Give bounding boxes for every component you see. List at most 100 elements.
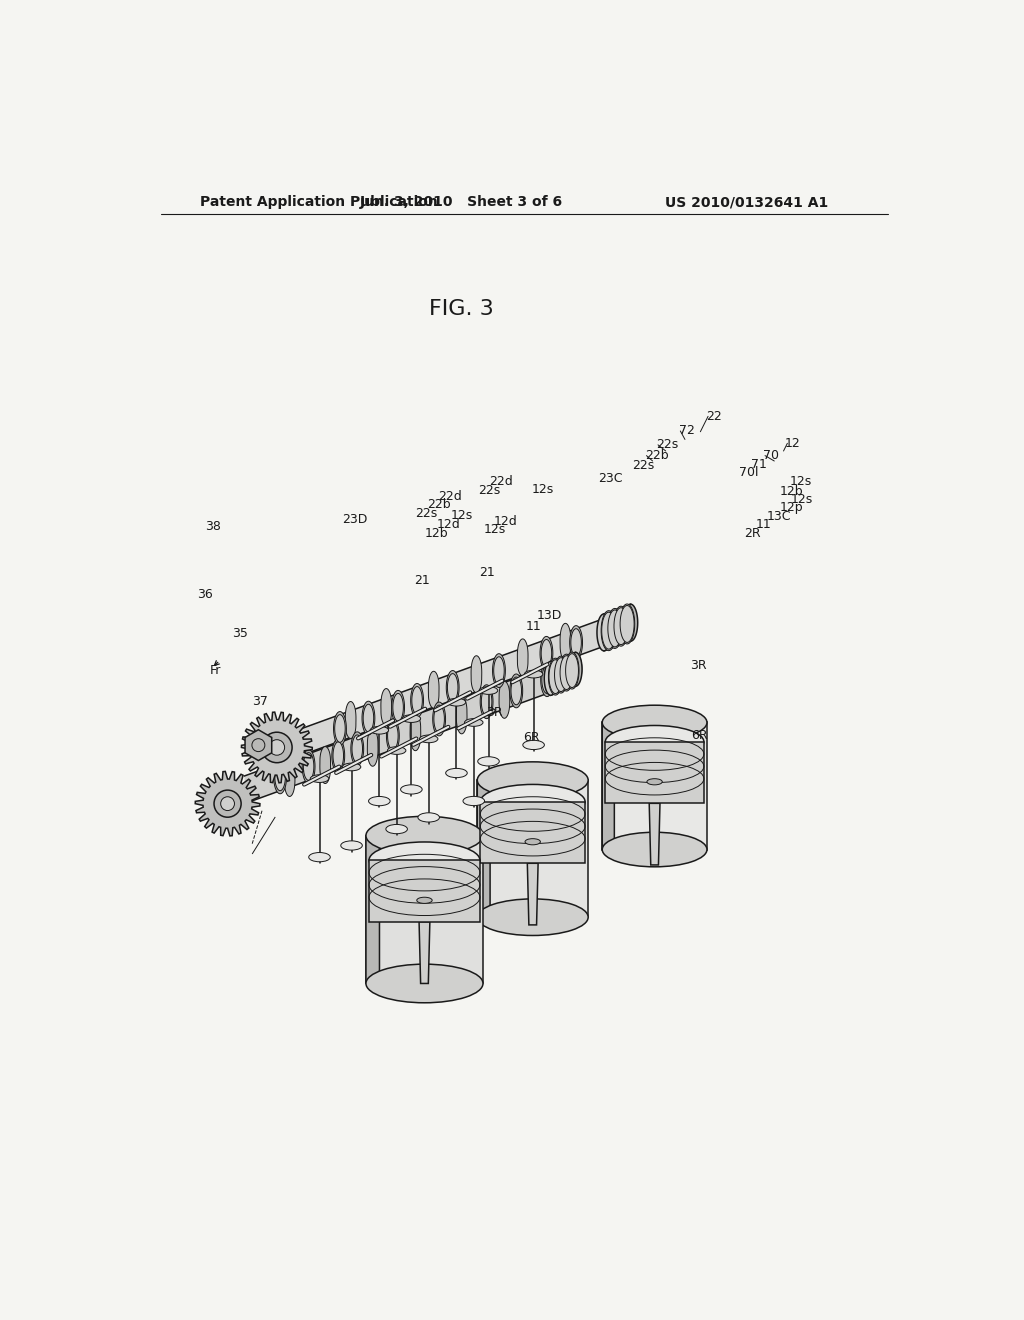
Polygon shape xyxy=(569,626,583,660)
Text: 72: 72 xyxy=(679,425,694,437)
Polygon shape xyxy=(433,702,445,735)
Polygon shape xyxy=(386,719,399,752)
Ellipse shape xyxy=(342,763,360,771)
Polygon shape xyxy=(554,656,568,693)
Polygon shape xyxy=(499,681,510,718)
Text: 13D: 13D xyxy=(538,610,562,622)
Ellipse shape xyxy=(525,838,541,845)
Polygon shape xyxy=(369,861,480,921)
Polygon shape xyxy=(352,735,362,763)
Polygon shape xyxy=(608,610,622,647)
Polygon shape xyxy=(364,705,374,733)
Ellipse shape xyxy=(418,813,439,822)
Text: 2R: 2R xyxy=(744,527,761,540)
Ellipse shape xyxy=(523,741,545,750)
Text: 22d: 22d xyxy=(489,475,513,488)
Ellipse shape xyxy=(370,726,388,734)
Text: 12d: 12d xyxy=(495,515,518,528)
Ellipse shape xyxy=(477,762,588,799)
Text: 12s: 12s xyxy=(483,523,506,536)
Polygon shape xyxy=(604,605,631,651)
Text: 37: 37 xyxy=(252,694,267,708)
Polygon shape xyxy=(542,665,552,693)
Ellipse shape xyxy=(221,797,234,810)
Polygon shape xyxy=(527,863,538,925)
Ellipse shape xyxy=(465,718,483,726)
Polygon shape xyxy=(366,830,380,983)
Text: Fr: Fr xyxy=(210,664,221,677)
Polygon shape xyxy=(345,701,356,738)
Text: 11: 11 xyxy=(756,519,771,532)
Polygon shape xyxy=(549,659,562,696)
Polygon shape xyxy=(549,660,562,693)
Ellipse shape xyxy=(269,739,285,755)
Polygon shape xyxy=(362,701,375,735)
Polygon shape xyxy=(602,722,707,850)
Text: Patent Application Publication: Patent Application Publication xyxy=(200,195,437,210)
Polygon shape xyxy=(245,730,271,760)
Ellipse shape xyxy=(310,775,329,783)
Polygon shape xyxy=(624,605,638,642)
Polygon shape xyxy=(551,652,575,696)
Polygon shape xyxy=(541,663,554,697)
Ellipse shape xyxy=(524,671,543,678)
Text: 22d: 22d xyxy=(438,490,462,503)
Polygon shape xyxy=(569,652,582,686)
Polygon shape xyxy=(388,722,398,750)
Polygon shape xyxy=(614,607,628,644)
Text: 3R: 3R xyxy=(689,659,707,672)
Text: 12b: 12b xyxy=(779,484,803,498)
Ellipse shape xyxy=(480,784,585,818)
Polygon shape xyxy=(559,655,573,692)
Polygon shape xyxy=(410,714,421,751)
Text: 23D: 23D xyxy=(342,513,368,527)
Ellipse shape xyxy=(602,832,707,867)
Polygon shape xyxy=(303,752,314,780)
Ellipse shape xyxy=(386,825,408,834)
Ellipse shape xyxy=(341,841,362,850)
Text: 6R: 6R xyxy=(691,730,708,742)
Ellipse shape xyxy=(463,796,484,805)
Text: 22s: 22s xyxy=(656,438,679,451)
Ellipse shape xyxy=(369,796,390,805)
Polygon shape xyxy=(601,611,616,651)
Polygon shape xyxy=(335,714,345,742)
Text: 36: 36 xyxy=(198,589,213,602)
Text: 35: 35 xyxy=(231,627,248,640)
Polygon shape xyxy=(411,684,424,717)
Text: 3R: 3R xyxy=(486,706,503,719)
Polygon shape xyxy=(302,750,315,783)
Ellipse shape xyxy=(479,686,498,694)
Polygon shape xyxy=(477,775,490,917)
Polygon shape xyxy=(565,653,579,688)
Ellipse shape xyxy=(400,785,422,795)
Text: 38: 38 xyxy=(206,520,221,533)
Text: 12s: 12s xyxy=(531,483,554,496)
Text: 71: 71 xyxy=(752,458,767,471)
Polygon shape xyxy=(446,671,459,705)
Polygon shape xyxy=(565,652,579,689)
Polygon shape xyxy=(626,609,636,636)
Ellipse shape xyxy=(605,726,703,758)
Polygon shape xyxy=(600,614,613,648)
Polygon shape xyxy=(196,771,260,836)
Polygon shape xyxy=(511,677,521,705)
Polygon shape xyxy=(481,688,492,715)
Polygon shape xyxy=(621,606,634,643)
Text: 12d: 12d xyxy=(436,519,460,532)
Polygon shape xyxy=(493,653,506,688)
Ellipse shape xyxy=(602,705,707,739)
Text: 21: 21 xyxy=(414,574,430,587)
Ellipse shape xyxy=(447,698,466,706)
Text: US 2010/0132641 A1: US 2010/0132641 A1 xyxy=(665,195,828,210)
Polygon shape xyxy=(274,763,286,791)
Polygon shape xyxy=(597,614,611,651)
Text: 70: 70 xyxy=(764,449,779,462)
Polygon shape xyxy=(607,609,623,648)
Ellipse shape xyxy=(261,733,292,763)
Ellipse shape xyxy=(477,899,588,936)
Polygon shape xyxy=(605,742,703,804)
Polygon shape xyxy=(457,697,467,734)
Polygon shape xyxy=(613,606,629,647)
Polygon shape xyxy=(242,711,312,783)
